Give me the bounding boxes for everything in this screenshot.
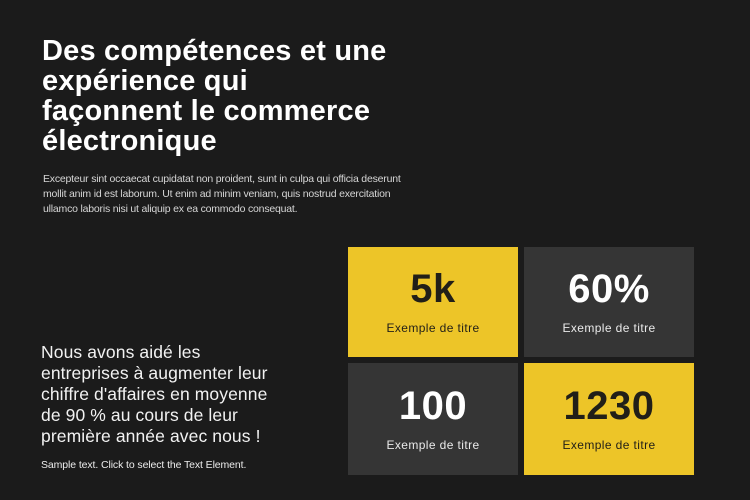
- stat-card-100: 100 Exemple de titre: [348, 363, 518, 475]
- page-title-line: Des compétences et une: [42, 35, 387, 67]
- stat-card-60-percent: 60% Exemple de titre: [524, 247, 694, 357]
- stat-label: Exemple de titre: [562, 438, 656, 452]
- support-text-line: chiffre d'affaires en moyenne: [41, 384, 268, 404]
- stat-value: 100: [398, 384, 468, 428]
- support-text-line: entreprises à augmenter leur: [41, 363, 268, 383]
- stat-value: 1230: [563, 384, 655, 428]
- intro-paragraph-line: mollit anim id est laborum. Ut enim ad m…: [43, 188, 391, 200]
- sample-text-placeholder[interactable]: Sample text. Click to select the Text El…: [41, 459, 247, 471]
- stats-grid: 5k Exemple de titre 60% Exemple de titre…: [348, 247, 694, 475]
- intro-paragraph-line: ullamco laboris nisi ut aliquip ex ea co…: [43, 203, 298, 215]
- stat-value: 5k: [410, 267, 456, 311]
- page-title: Des compétences et une expérience qui fa…: [42, 36, 386, 156]
- support-text-line: première année avec nous !: [41, 426, 261, 446]
- stat-label: Exemple de titre: [386, 321, 480, 335]
- stat-card-1230: 1230 Exemple de titre: [524, 363, 694, 475]
- stat-label: Exemple de titre: [386, 438, 480, 452]
- stat-value: 60%: [568, 267, 650, 311]
- support-text-line: Nous avons aidé les: [41, 342, 201, 362]
- intro-paragraph-line: Excepteur sint occaecat cupidatat non pr…: [43, 173, 401, 185]
- page-title-line: expérience qui: [42, 65, 248, 97]
- stat-card-5k: 5k Exemple de titre: [348, 247, 518, 357]
- stat-label: Exemple de titre: [562, 321, 656, 335]
- support-text-line: de 90 % au cours de leur: [41, 405, 238, 425]
- page-title-line: façonnent le commerce: [42, 95, 371, 127]
- intro-paragraph: Excepteur sint occaecat cupidatat non pr…: [43, 172, 401, 217]
- page-title-line: électronique: [42, 125, 217, 157]
- support-text: Nous avons aidé les entreprises à augmen…: [41, 342, 268, 447]
